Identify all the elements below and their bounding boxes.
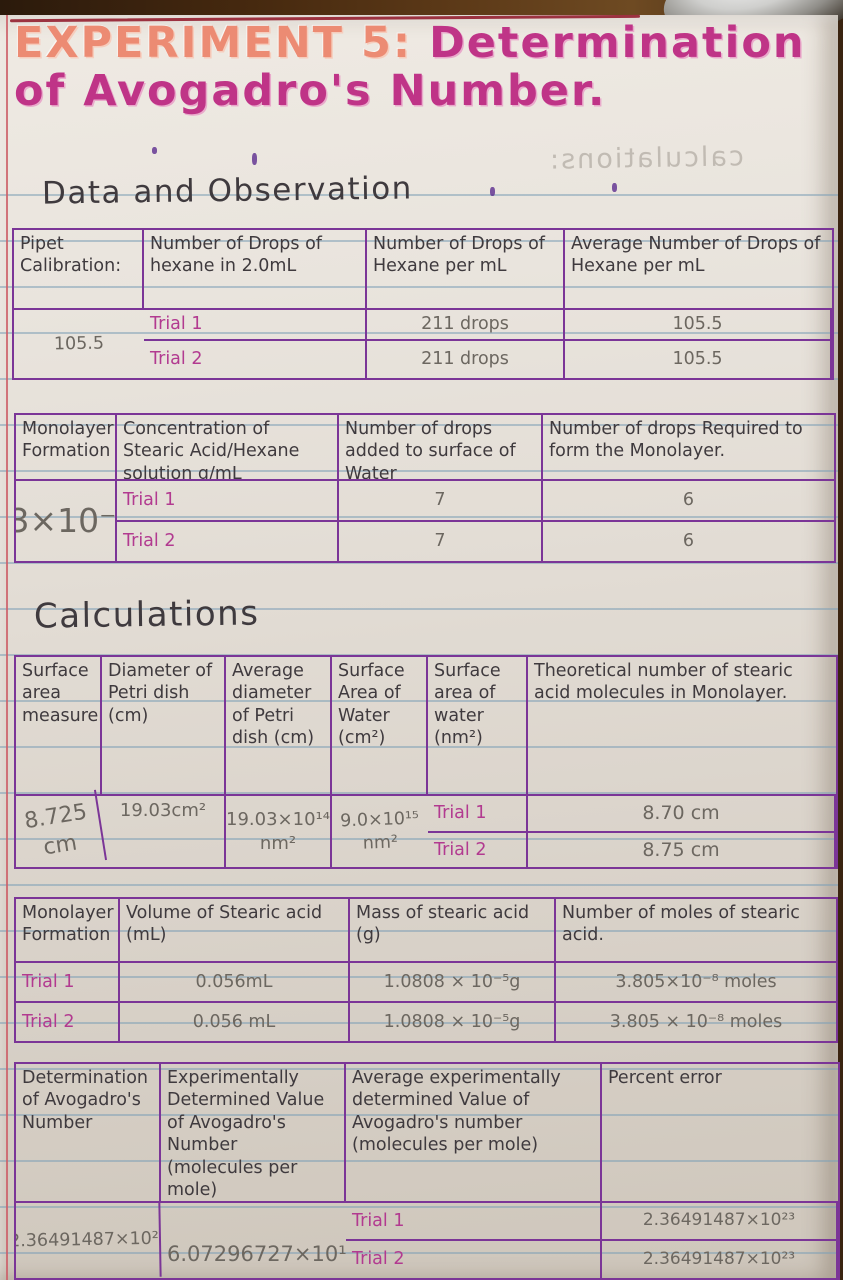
column-header: Theoretical number of stearic acid molec…	[528, 657, 836, 796]
cell-per-ml: 105.5	[565, 310, 832, 341]
stearic-acid-table: Monolayer Formation Volume of Stearic ac…	[14, 897, 838, 1043]
pipet-calibration-table: Pipet Calibration: Number of Drops of he…	[12, 228, 834, 380]
column-header: Volume of Stearic acid (mL)	[120, 899, 350, 963]
column-header: Mass of stearic acid (g)	[350, 899, 556, 963]
cell-theoretical-molecules: 9.0×10¹⁵ nm²	[339, 808, 420, 854]
notebook-page: EXPERIMENT 5: Determination of Avogadro'…	[0, 14, 840, 1280]
column-header: Concentration of Stearic Acid/Hexane sol…	[117, 415, 339, 481]
column-header: Surface area measurements	[16, 657, 102, 796]
ink-dot	[612, 183, 617, 192]
row-label: Trial 2	[16, 1003, 120, 1041]
surface-area-table: Surface area measurements Diameter of Pe…	[10, 655, 838, 874]
cell-drops-added: 7	[339, 522, 543, 561]
row-label: Trial 2	[117, 522, 339, 561]
cell-average-value: 2.36491487×10²³	[15, 1201, 162, 1280]
page-title: EXPERIMENT 5: Determination of Avogadro'…	[14, 19, 834, 115]
cell-drops-required: 6	[682, 531, 695, 552]
column-header: Average diameter of Petri dish (cm)	[226, 657, 332, 796]
ink-dot	[252, 153, 257, 165]
cell-moles: 3.805×10⁻⁸ moles	[556, 963, 836, 1003]
cell-volume: 0.056 mL	[120, 1003, 350, 1041]
cell-drops-required: 6	[543, 481, 834, 522]
row-label: Trial 2	[144, 341, 367, 378]
cell-drops: 211 drops	[367, 310, 565, 341]
row-label: Trial 1	[144, 310, 367, 341]
bleed-through-text: calculations:	[547, 141, 745, 176]
column-header: Surface Area of Water (cm²)	[332, 657, 428, 796]
cell-drops: 211 drops	[367, 341, 565, 378]
cell-average-large: 105.5	[53, 333, 105, 355]
cell-area-cm2: 19.03cm²	[102, 796, 226, 867]
cell-mass: 1.0808 × 10⁻⁵g	[350, 963, 556, 1003]
cell-moles: 3.805 × 10⁻⁸ moles	[609, 1011, 783, 1032]
column-header: Number of Drops of Hexane per mL	[367, 230, 565, 310]
column-header: Average Number of Drops of Hexane per mL	[565, 230, 832, 310]
concentration-value: 1.93×10⁻⁴	[16, 500, 117, 540]
cell-avg-diameter: 8.725 cm	[10, 789, 108, 874]
column-header: Number of drops added to surface of Wate…	[339, 415, 543, 481]
cell-volume: 0.056mL	[120, 963, 350, 1003]
row-label: Trial 2	[346, 1241, 602, 1278]
row-label: Trial 1	[117, 481, 339, 522]
cell-diameter: 8.70 cm	[528, 796, 836, 833]
column-header: Monolayer Formation	[16, 899, 120, 963]
row-label: Trial 1	[346, 1203, 602, 1241]
title-part1: Determination	[412, 18, 806, 68]
column-header: Experimentally Determined Value of Avoga…	[161, 1064, 346, 1203]
column-header: Average experimentally determined Value …	[346, 1064, 602, 1203]
row-label: Trial 1	[428, 796, 528, 833]
column-header: Diameter of Petri dish (cm)	[102, 657, 226, 796]
cell-concentration: 1.93×10⁻⁴ g/ml	[16, 481, 117, 561]
column-header: Determination of Avogadro's Number	[16, 1064, 161, 1203]
section-calculations: Calculations	[33, 593, 260, 637]
title-part2: of Avogadro's Number.	[14, 66, 607, 117]
cell-area-nm2: 19.03×10¹⁴ nm²	[226, 796, 332, 867]
ink-dot	[152, 147, 157, 154]
column-header: Number of moles of stearic acid.	[556, 899, 836, 963]
cell-drops-added: 7	[339, 481, 543, 522]
column-header: Monolayer Formation	[16, 415, 117, 481]
margin-line	[6, 15, 8, 1280]
ink-dot	[490, 187, 495, 196]
column-header: Surface area of water (nm²)	[428, 657, 528, 796]
cell-percent-error: 6.07296727×10¹	[167, 1242, 346, 1267]
column-header: Percent error	[602, 1064, 838, 1203]
cell-mass: 1.0808 × 10⁻⁵g	[350, 1003, 556, 1041]
column-header: Pipet Calibration:	[14, 230, 144, 310]
cell-experimental-value: 2.36491487×10²³	[602, 1203, 838, 1241]
cell-per-ml: 105.5	[565, 341, 832, 378]
row-label: Trial 2	[428, 833, 528, 867]
avogadro-number-table: Determination of Avogadro's Number Exper…	[14, 1062, 840, 1280]
monolayer-formation-table: Monolayer Formation Concentration of Ste…	[14, 413, 836, 563]
experiment-label: EXPERIMENT 5:	[14, 18, 413, 68]
cell-diameter: 8.75 cm	[528, 833, 836, 867]
row-label: Trial 1	[16, 963, 120, 1003]
column-header: Number of Drops of hexane in 2.0mL	[144, 230, 367, 310]
section-data-observation: Data and Observation	[41, 170, 414, 212]
cell-experimental-value: 2.36491487×10²³	[602, 1241, 838, 1278]
column-header: Number of drops Required to form the Mon…	[543, 415, 834, 481]
